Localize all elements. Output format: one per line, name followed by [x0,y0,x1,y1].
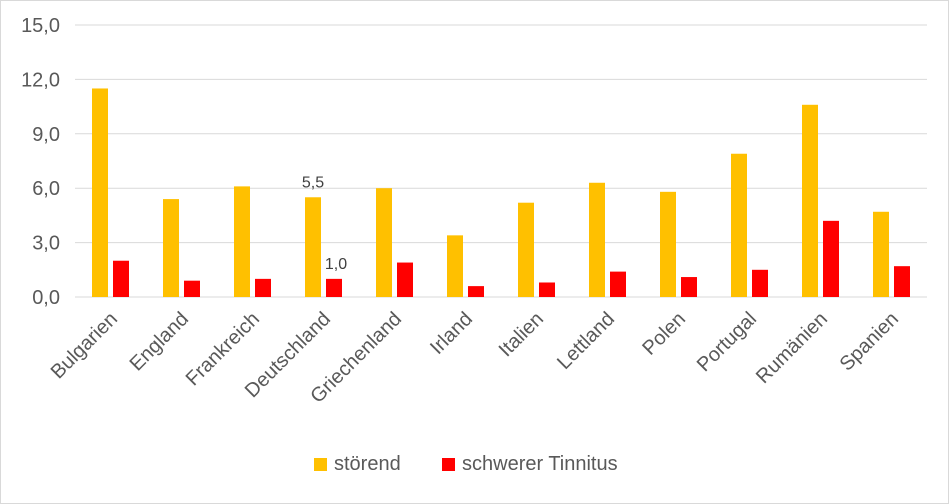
y-tick-label: 0,0 [32,287,60,309]
bar-schwerer-tinnitus [894,266,910,297]
bar-stoerend [518,202,534,297]
x-tick-label: Polen [638,308,690,360]
x-tick-label: Portugal [693,308,761,376]
y-tick-label: 6,0 [32,178,60,200]
y-tick-label: 9,0 [32,124,60,146]
bar-stoerend [660,191,676,297]
bar-stoerend [163,199,179,297]
bar-stoerend [234,186,250,297]
bar-stoerend [305,197,321,297]
bar-schwerer-tinnitus [397,262,413,297]
bar-schwerer-tinnitus [113,260,129,297]
bar-stoerend [731,153,747,297]
x-tick-label: England [126,308,193,375]
y-tick-label: 3,0 [32,233,60,255]
bar-schwerer-tinnitus [610,271,626,297]
x-tick-label: Irland [426,308,477,359]
bar-stoerend [802,104,818,297]
x-tick-label: Spanien [836,308,903,375]
data-label: 1,0 [325,256,347,273]
legend-swatch [314,458,327,471]
bar-stoerend [447,235,463,297]
bar-stoerend [92,88,108,297]
bar-schwerer-tinnitus [823,220,839,297]
bar-schwerer-tinnitus [752,269,768,297]
bar-schwerer-tinnitus [539,282,555,297]
x-tick-label: Italien [495,308,548,361]
bar-schwerer-tinnitus [184,280,200,297]
legend-swatch [442,458,455,471]
y-tick-label: 12,0 [21,69,60,91]
bar-stoerend [873,211,889,297]
bar-schwerer-tinnitus [255,278,271,297]
bar-schwerer-tinnitus [326,278,342,297]
y-tick-label: 15,0 [21,15,60,37]
x-tick-label: Rumänien [752,308,832,388]
bar-stoerend [589,182,605,297]
x-tick-label: Bulgarien [47,308,122,383]
legend-label: schwerer Tinnitus [462,453,618,475]
legend-label: störend [334,453,401,475]
x-tick-label: Lettland [553,308,619,374]
bar-schwerer-tinnitus [468,286,484,297]
data-label: 5,5 [302,174,324,191]
bar-stoerend [376,188,392,297]
bar-schwerer-tinnitus [681,277,697,297]
